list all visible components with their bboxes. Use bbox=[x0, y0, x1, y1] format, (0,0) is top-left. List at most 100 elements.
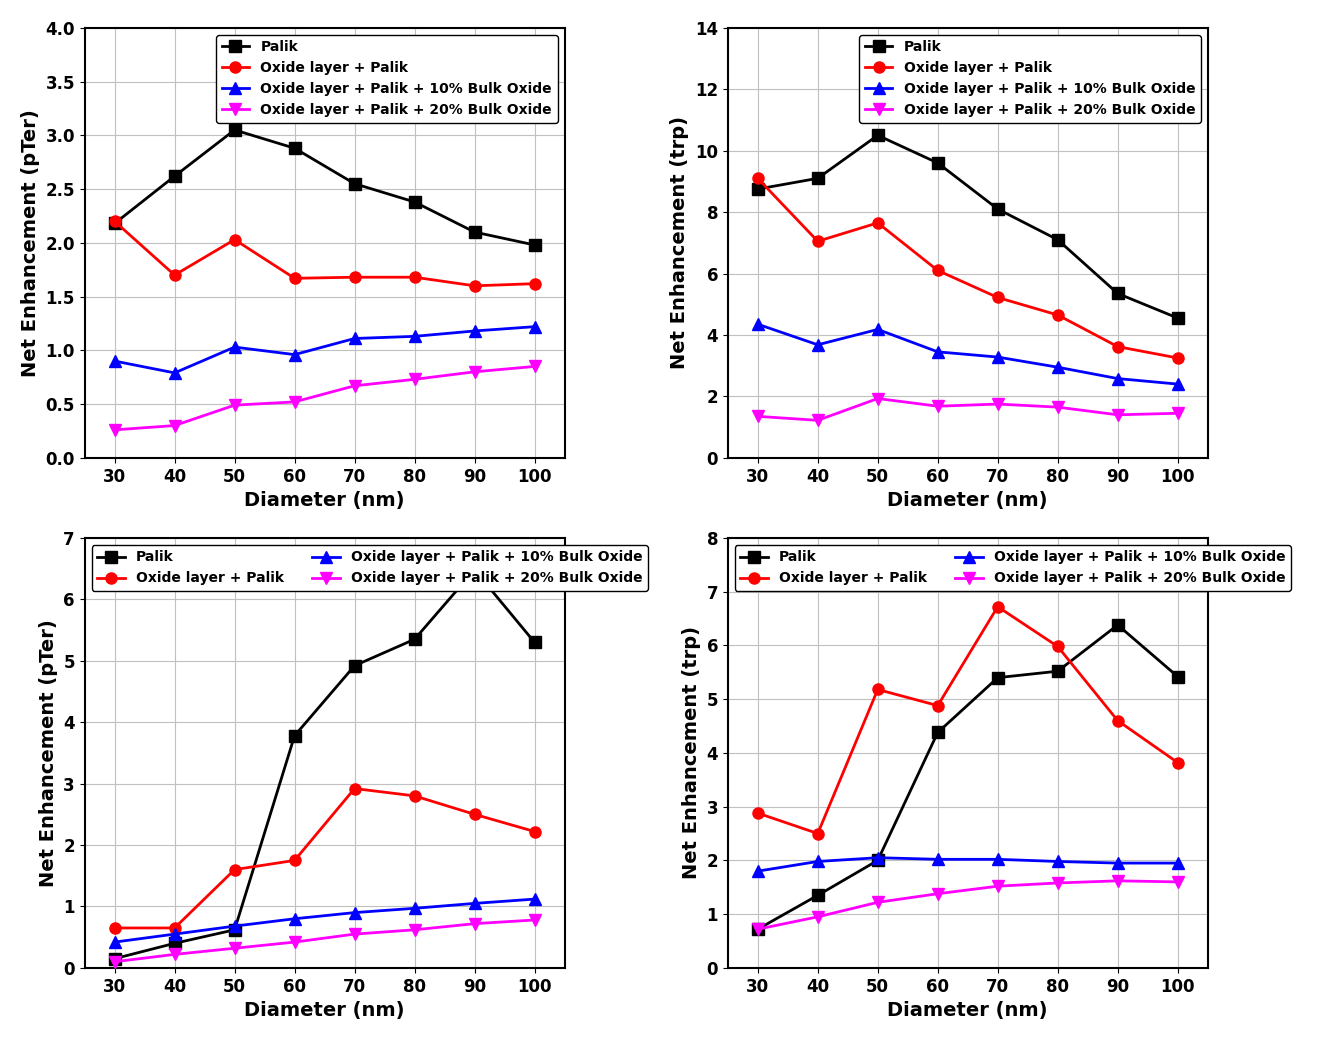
X-axis label: Diameter (nm): Diameter (nm) bbox=[244, 491, 405, 510]
Oxide layer + Palik + 20% Bulk Oxide bbox=[526, 914, 542, 926]
Oxide layer + Palik + 20% Bulk Oxide bbox=[227, 399, 242, 411]
Palik bbox=[286, 730, 302, 742]
X-axis label: Diameter (nm): Diameter (nm) bbox=[244, 1001, 405, 1020]
Palik bbox=[466, 226, 482, 238]
Line: Palik: Palik bbox=[753, 619, 1183, 935]
Palik bbox=[1170, 312, 1186, 325]
Palik bbox=[930, 157, 946, 170]
Oxide layer + Palik + 20% Bulk Oxide bbox=[407, 923, 423, 936]
Palik bbox=[466, 563, 482, 576]
Oxide layer + Palik + 10% Bulk Oxide bbox=[1110, 857, 1126, 869]
Oxide layer + Palik + 20% Bulk Oxide bbox=[407, 373, 423, 385]
Palik bbox=[750, 923, 766, 936]
Palik bbox=[1049, 233, 1065, 246]
Oxide layer + Palik + 10% Bulk Oxide bbox=[750, 318, 766, 330]
Oxide layer + Palik bbox=[930, 264, 946, 277]
Palik bbox=[990, 203, 1006, 215]
Line: Oxide layer + Palik + 10% Bulk Oxide: Oxide layer + Palik + 10% Bulk Oxide bbox=[109, 893, 541, 947]
Oxide layer + Palik + 20% Bulk Oxide bbox=[750, 923, 766, 936]
Oxide layer + Palik bbox=[227, 233, 242, 246]
Oxide layer + Palik + 20% Bulk Oxide bbox=[1170, 407, 1186, 420]
Line: Oxide layer + Palik + 20% Bulk Oxide: Oxide layer + Palik + 20% Bulk Oxide bbox=[753, 392, 1183, 426]
Oxide layer + Palik + 10% Bulk Oxide bbox=[810, 856, 825, 868]
Palik bbox=[167, 937, 183, 949]
Palik bbox=[990, 671, 1006, 684]
Oxide layer + Palik + 10% Bulk Oxide bbox=[106, 355, 122, 367]
Line: Oxide layer + Palik + 20% Bulk Oxide: Oxide layer + Palik + 20% Bulk Oxide bbox=[109, 914, 541, 967]
Palik bbox=[810, 889, 825, 902]
Palik bbox=[1049, 665, 1065, 678]
Palik bbox=[407, 633, 423, 645]
Oxide layer + Palik bbox=[526, 277, 542, 289]
Palik bbox=[106, 953, 122, 965]
Oxide layer + Palik bbox=[1049, 309, 1065, 322]
Oxide layer + Palik bbox=[869, 217, 885, 229]
Y-axis label: Net Enhancement (trp): Net Enhancement (trp) bbox=[682, 627, 701, 880]
Y-axis label: Net Enhancement (pTer): Net Enhancement (pTer) bbox=[38, 619, 58, 887]
Palik bbox=[526, 238, 542, 251]
Oxide layer + Palik + 20% Bulk Oxide bbox=[286, 396, 302, 408]
Oxide layer + Palik bbox=[810, 828, 825, 840]
X-axis label: Diameter (nm): Diameter (nm) bbox=[888, 1001, 1048, 1020]
Palik bbox=[1170, 670, 1186, 683]
Oxide layer + Palik bbox=[106, 921, 122, 934]
Oxide layer + Palik bbox=[286, 855, 302, 867]
Oxide layer + Palik + 20% Bulk Oxide bbox=[1110, 408, 1126, 421]
Line: Oxide layer + Palik + 20% Bulk Oxide: Oxide layer + Palik + 20% Bulk Oxide bbox=[753, 875, 1183, 935]
Oxide layer + Palik + 20% Bulk Oxide bbox=[167, 420, 183, 432]
Oxide layer + Palik + 10% Bulk Oxide bbox=[106, 936, 122, 948]
Legend: Palik, Oxide layer + Palik, Oxide layer + Palik + 10% Bulk Oxide, Oxide layer + : Palik, Oxide layer + Palik, Oxide layer … bbox=[859, 34, 1200, 123]
Line: Oxide layer + Palik: Oxide layer + Palik bbox=[753, 601, 1183, 839]
Oxide layer + Palik + 10% Bulk Oxide bbox=[466, 325, 482, 337]
Oxide layer + Palik + 20% Bulk Oxide bbox=[990, 880, 1006, 892]
Oxide layer + Palik + 10% Bulk Oxide bbox=[810, 338, 825, 351]
Palik bbox=[106, 218, 122, 230]
Line: Oxide layer + Palik: Oxide layer + Palik bbox=[109, 215, 541, 291]
Oxide layer + Palik bbox=[106, 215, 122, 228]
Oxide layer + Palik + 20% Bulk Oxide bbox=[347, 380, 363, 392]
Palik bbox=[869, 855, 885, 867]
Oxide layer + Palik + 20% Bulk Oxide bbox=[930, 888, 946, 900]
Oxide layer + Palik + 20% Bulk Oxide bbox=[869, 392, 885, 405]
Oxide layer + Palik bbox=[407, 271, 423, 283]
Oxide layer + Palik + 20% Bulk Oxide bbox=[1049, 877, 1065, 889]
Oxide layer + Palik + 10% Bulk Oxide bbox=[930, 853, 946, 865]
Oxide layer + Palik + 10% Bulk Oxide bbox=[869, 323, 885, 335]
Oxide layer + Palik + 10% Bulk Oxide bbox=[1170, 378, 1186, 390]
Oxide layer + Palik + 20% Bulk Oxide bbox=[466, 917, 482, 930]
Oxide layer + Palik + 20% Bulk Oxide bbox=[1170, 875, 1186, 888]
Oxide layer + Palik + 10% Bulk Oxide bbox=[466, 897, 482, 910]
Line: Palik: Palik bbox=[109, 124, 541, 251]
Oxide layer + Palik bbox=[347, 782, 363, 794]
Oxide layer + Palik + 10% Bulk Oxide bbox=[407, 903, 423, 915]
Line: Palik: Palik bbox=[109, 564, 541, 964]
Palik bbox=[286, 142, 302, 154]
Oxide layer + Palik bbox=[750, 172, 766, 184]
Oxide layer + Palik + 10% Bulk Oxide bbox=[869, 852, 885, 864]
Oxide layer + Palik + 20% Bulk Oxide bbox=[930, 400, 946, 412]
Line: Oxide layer + Palik + 20% Bulk Oxide: Oxide layer + Palik + 20% Bulk Oxide bbox=[109, 361, 541, 435]
Palik bbox=[167, 170, 183, 182]
Oxide layer + Palik + 10% Bulk Oxide bbox=[407, 330, 423, 342]
Oxide layer + Palik bbox=[167, 921, 183, 934]
Y-axis label: Net Enhancement (trp): Net Enhancement (trp) bbox=[670, 117, 689, 370]
Palik bbox=[227, 923, 242, 936]
Line: Oxide layer + Palik + 10% Bulk Oxide: Oxide layer + Palik + 10% Bulk Oxide bbox=[109, 321, 541, 379]
Oxide layer + Palik + 20% Bulk Oxide bbox=[526, 360, 542, 373]
Oxide layer + Palik + 20% Bulk Oxide bbox=[810, 414, 825, 427]
Oxide layer + Palik + 10% Bulk Oxide bbox=[1049, 856, 1065, 868]
Y-axis label: Net Enhancement (pTer): Net Enhancement (pTer) bbox=[21, 109, 40, 377]
Oxide layer + Palik + 20% Bulk Oxide bbox=[106, 956, 122, 968]
Palik bbox=[526, 636, 542, 649]
Oxide layer + Palik + 10% Bulk Oxide bbox=[1049, 361, 1065, 374]
Oxide layer + Palik + 10% Bulk Oxide bbox=[930, 346, 946, 358]
Palik bbox=[347, 177, 363, 189]
Palik bbox=[1110, 618, 1126, 631]
Oxide layer + Palik bbox=[1170, 757, 1186, 769]
Oxide layer + Palik bbox=[167, 269, 183, 281]
Oxide layer + Palik bbox=[990, 291, 1006, 304]
Oxide layer + Palik bbox=[286, 272, 302, 284]
Oxide layer + Palik bbox=[869, 683, 885, 695]
Oxide layer + Palik + 20% Bulk Oxide bbox=[466, 365, 482, 378]
Oxide layer + Palik bbox=[407, 790, 423, 803]
